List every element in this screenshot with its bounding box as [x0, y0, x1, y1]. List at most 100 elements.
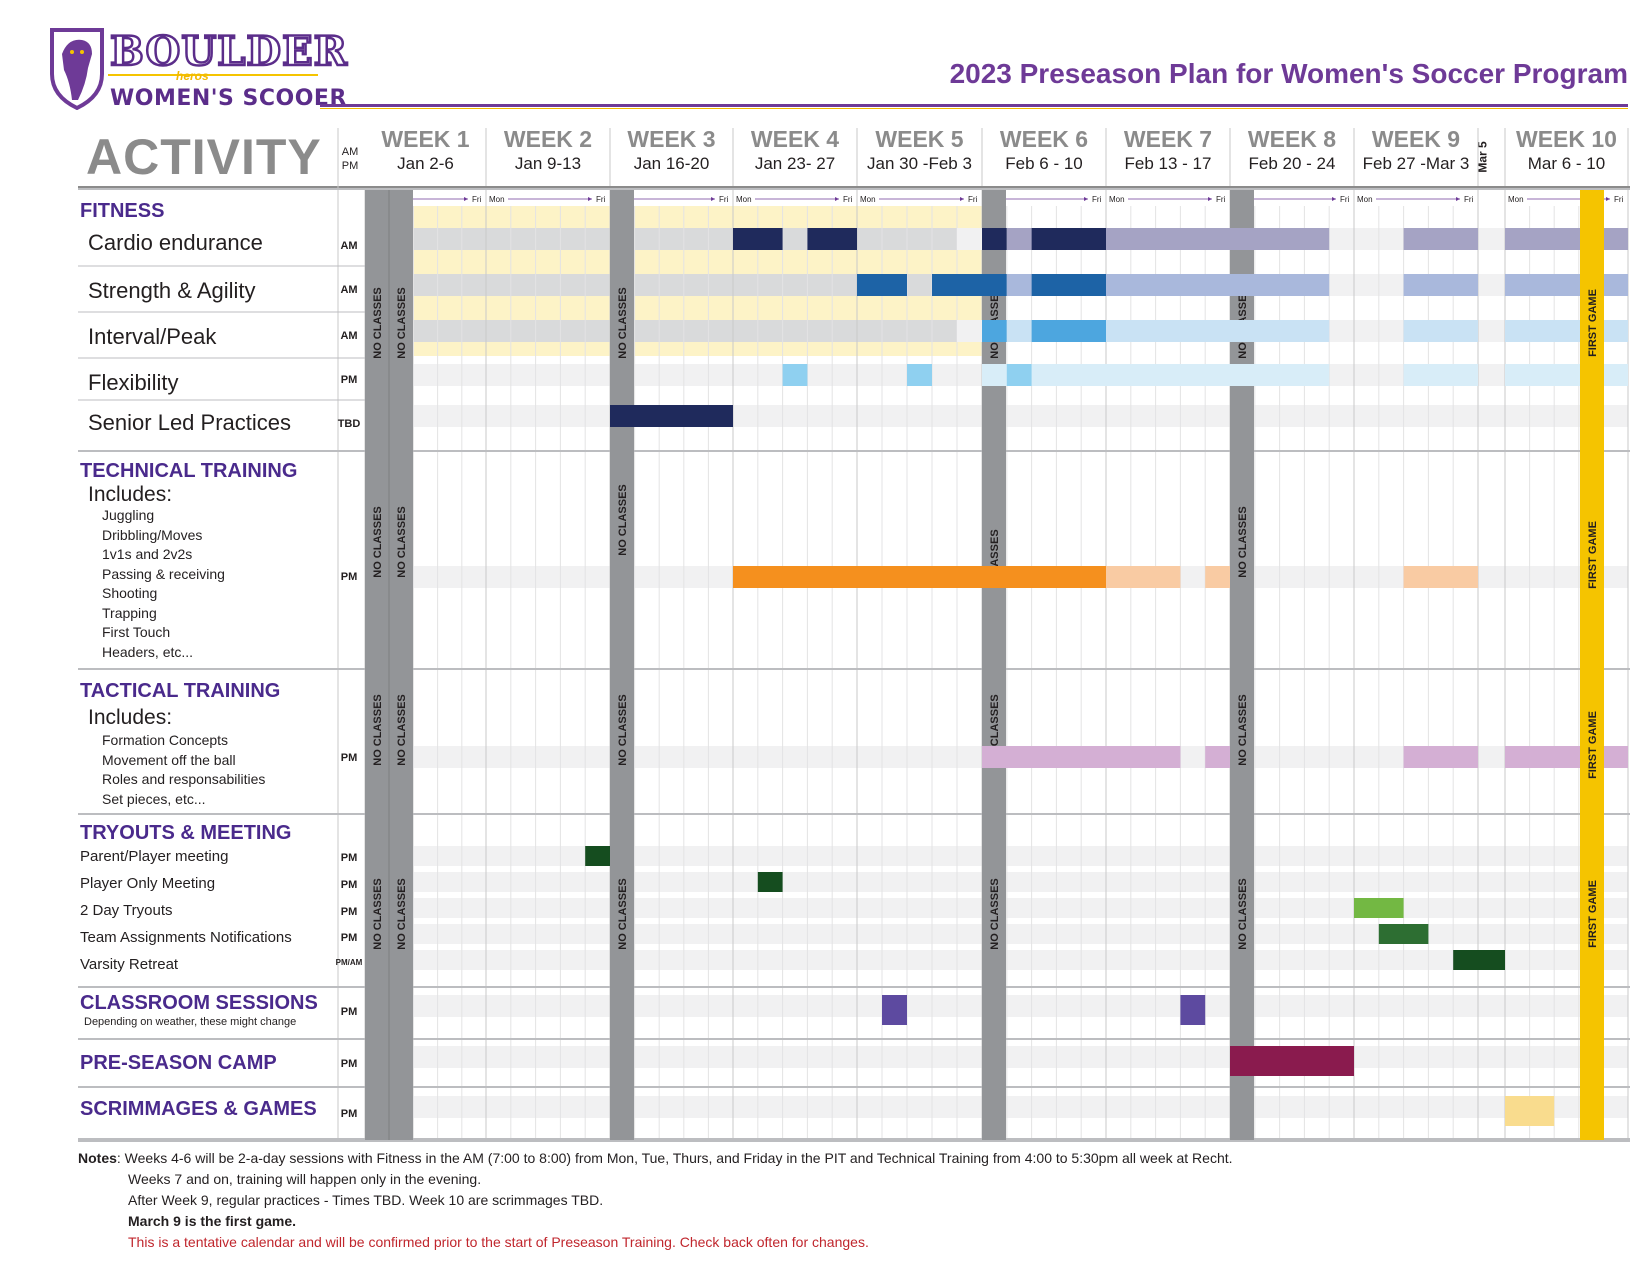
first-game-label: FIRST GAME: [1587, 711, 1599, 779]
week-name: WEEK 6: [999, 126, 1089, 152]
fri-marker: Fri: [596, 195, 606, 204]
notes-line3: After Week 9, regular practices - Times …: [128, 1192, 604, 1208]
interval-block: [1006, 320, 1032, 342]
fri-marker: Fri: [1216, 195, 1226, 204]
week-dates: Feb 6 - 10: [1005, 154, 1083, 173]
section-camp: PRE-SEASON CAMP: [80, 1052, 277, 1074]
strength-block: [1230, 274, 1330, 296]
notes-line2: Weeks 7 and on, training will happen onl…: [128, 1171, 482, 1187]
mon-marker: Mon: [860, 195, 876, 204]
flex-block: [1403, 364, 1478, 386]
week-name: WEEK 1: [381, 126, 470, 152]
notes-line1: : Weeks 4-6 will be 2-a-day sessions wit…: [116, 1150, 1233, 1166]
row-parent-meeting-label: Parent/Player meeting: [80, 848, 229, 865]
week-header-9: WEEK 9 Feb 27 -Mar 3: [1354, 126, 1478, 176]
interval-gap: [957, 320, 982, 342]
section-classroom: CLASSROOM SESSIONS: [80, 992, 318, 1014]
title-rule: [320, 104, 1628, 107]
arrow-head-icon: [1606, 197, 1610, 201]
interval-block: [1505, 320, 1628, 342]
week-name: WEEK 4: [750, 126, 840, 152]
strength-block: [932, 274, 982, 296]
tactical-block: [1403, 746, 1478, 768]
week-dates: Jan 30 -Feb 3: [867, 154, 972, 173]
interval-block: [982, 320, 1007, 342]
week-name: WEEK 2: [503, 126, 593, 152]
row-senior-ampm: TBD: [337, 418, 361, 430]
arrow-head-icon: [711, 197, 715, 201]
technical-block: [1403, 566, 1478, 588]
arrow-head-icon: [1332, 197, 1336, 201]
sub-item: Set pieces, etc...: [102, 790, 206, 807]
tactical-block: [1505, 746, 1628, 768]
cardio-block: [807, 228, 857, 250]
classroom-note: Depending on weather, these might change: [84, 1016, 297, 1028]
mon-marker: Mon: [736, 195, 752, 204]
row-cardio-label: Cardio endurance: [88, 230, 263, 255]
fri-marker: Fri: [1464, 195, 1474, 204]
tactical-block: [1205, 746, 1230, 768]
mon-marker: Mon: [1508, 195, 1524, 204]
fri-marker: Fri: [472, 195, 482, 204]
grid-bottom-rule: [78, 1140, 1630, 1142]
week-name: WEEK 3: [627, 126, 716, 152]
technical-block: [857, 566, 982, 588]
week-dates: Feb 27 -Mar 3: [1362, 154, 1470, 173]
week-header-2: WEEK 2 Jan 9-13: [486, 126, 610, 176]
section-rule: [78, 188, 1630, 190]
technical-block: [982, 566, 1106, 588]
no-classes-col: [389, 190, 413, 1140]
senior-block: [610, 405, 733, 427]
arrow-head-icon: [464, 197, 468, 201]
no-classes-label: NO CLASSES: [396, 506, 408, 578]
section-tryouts: TRYOUTS & MEETING: [80, 822, 292, 844]
no-classes-col: [982, 190, 1006, 1140]
fri-marker: Fri: [968, 195, 978, 204]
tactical-includes: Includes:: [88, 706, 173, 729]
row-flexibility-label: Flexibility: [88, 370, 179, 395]
technical-includes: Includes:: [88, 483, 173, 506]
technical-block: [733, 566, 857, 588]
interval-block: [1106, 320, 1230, 342]
row-flexibility-ampm: PM: [340, 374, 358, 386]
row-interval-label: Interval/Peak: [88, 324, 217, 349]
row-strength-label: Strength & Agility: [88, 278, 256, 303]
first-game-col: [1580, 190, 1604, 1140]
section-technical: TECHNICAL TRAINING: [80, 460, 298, 482]
no-classes-label: NO CLASSES: [617, 694, 629, 766]
row-team-assign-ampm: PM: [340, 932, 358, 944]
strength-block: [1031, 274, 1106, 296]
week-dates: Jan 16-20: [633, 154, 710, 173]
notes-line5: This is a tentative calendar and will be…: [128, 1234, 869, 1250]
tactical-block: [1106, 746, 1181, 768]
sub-item: 1v1s and 2v2s: [102, 546, 193, 562]
week-header-7: WEEK 7 Feb 13 - 17: [1106, 126, 1230, 176]
classroom-block: [882, 995, 907, 1025]
no-classes-col: [365, 190, 389, 1140]
arrow-head-icon: [1084, 197, 1088, 201]
no-classes-label: NO CLASSES: [396, 287, 408, 359]
section-rule: [78, 668, 1630, 670]
cardio-block: [1106, 228, 1230, 250]
no-classes-col: [1230, 190, 1254, 1140]
week-dates: Mar 6 - 10: [1527, 154, 1606, 173]
arrow-head-icon: [588, 197, 592, 201]
asses-label: ASSES: [989, 529, 1001, 566]
week-header-4: WEEK 4 Jan 23- 27: [733, 126, 857, 176]
week-header-3: WEEK 3 Jan 16-20: [610, 126, 733, 176]
sub-item: Passing & receiving: [102, 565, 225, 582]
no-classes-label: NO CLASSES: [989, 878, 1001, 950]
section-fitness: FITNESS: [80, 200, 165, 222]
section-rule: [78, 1038, 1630, 1040]
no-classes-label: NO CLASSES: [372, 287, 384, 359]
fitness-gray-band: [365, 228, 982, 250]
fri-marker: Fri: [1340, 195, 1350, 204]
cardio-block: [982, 228, 1007, 250]
row-player-meeting-ampm: PM: [340, 879, 358, 891]
fri-marker: Fri: [719, 195, 729, 204]
logo-subtitle: WOMEN'S SCOOER: [110, 86, 347, 111]
section-rule: [78, 813, 1630, 815]
strength-block: [982, 274, 1007, 296]
classroom-block: [1180, 995, 1206, 1025]
row-strength-ampm: AM: [340, 284, 358, 296]
